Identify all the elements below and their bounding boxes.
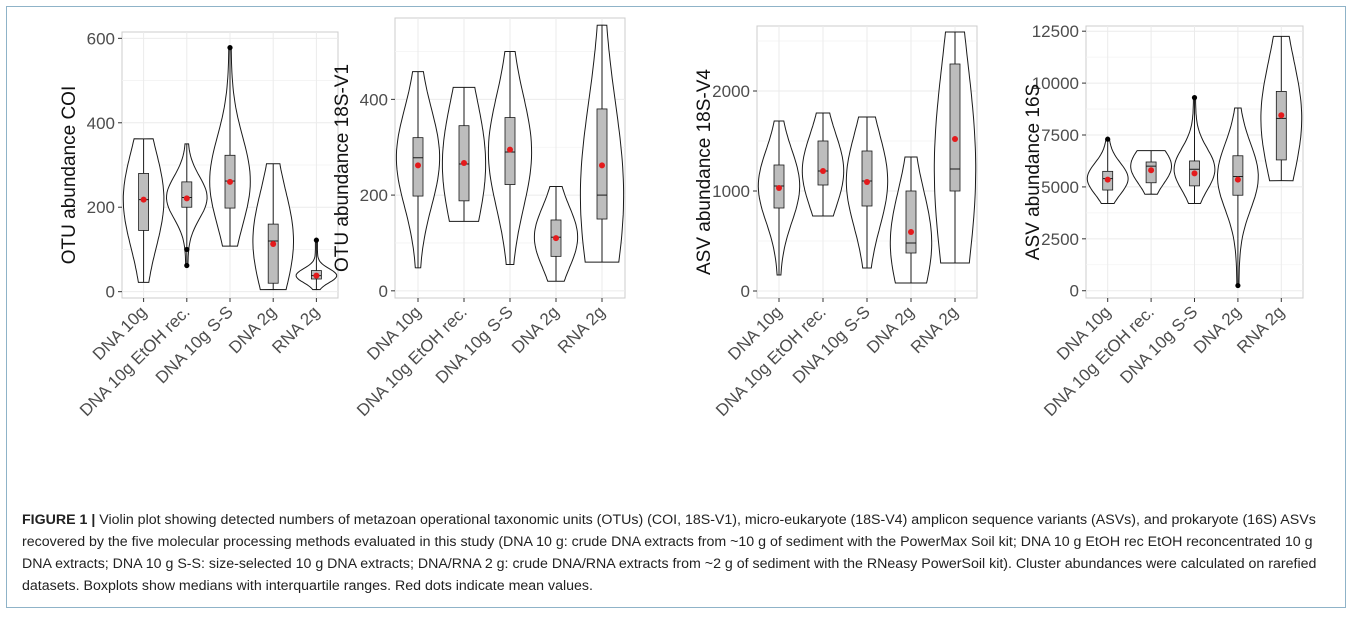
y-axis-label: ASV abundance 16S xyxy=(1023,84,1044,260)
figure-frame xyxy=(6,6,1346,608)
mean-point xyxy=(461,160,467,167)
y-tick-label: 400 xyxy=(87,114,115,133)
mean-point xyxy=(776,185,782,191)
iqr-box xyxy=(181,181,193,208)
y-tick-label: 600 xyxy=(87,29,115,48)
y-tick-label: 12500 xyxy=(1032,22,1079,41)
outlier-point xyxy=(1191,95,1198,101)
y-tick-label: 7500 xyxy=(1041,126,1079,145)
mean-point xyxy=(313,272,320,279)
y-tick-label: 2500 xyxy=(1041,230,1079,249)
x-tick-label: RNA 2g xyxy=(907,302,962,357)
iqr-box xyxy=(1275,91,1287,161)
mean-point xyxy=(1148,167,1155,174)
x-tick-label: RNA 2g xyxy=(1233,302,1288,357)
mean-point xyxy=(227,178,233,185)
outlier-point xyxy=(184,246,190,253)
mean-point xyxy=(553,235,559,242)
figure-caption: FIGURE 1 | Violin plot showing detected … xyxy=(22,509,1332,597)
iqr-box xyxy=(267,223,279,284)
outlier-point xyxy=(227,45,233,51)
mean-point xyxy=(415,162,421,169)
iqr-box xyxy=(817,140,829,186)
y-axis-label: OTU abundance COI xyxy=(59,86,80,264)
mean-point xyxy=(599,162,605,169)
mean-point xyxy=(507,146,513,153)
mean-point xyxy=(140,196,147,203)
mean-point xyxy=(908,229,914,235)
y-tick-label: 0 xyxy=(106,283,115,302)
caption-label: FIGURE 1 | xyxy=(22,512,96,528)
y-tick-label: 0 xyxy=(1070,282,1079,301)
x-tick-label: RNA 2g xyxy=(268,302,323,357)
y-tick-label: 0 xyxy=(379,282,388,301)
mean-point xyxy=(1104,176,1111,183)
outlier-point xyxy=(1105,136,1111,142)
y-axis-label: ASV abundance 18S-V4 xyxy=(694,69,715,275)
y-axis-label: OTU abundance 18S-V1 xyxy=(332,64,353,272)
y-tick-label: 10000 xyxy=(1032,74,1079,93)
mean-point xyxy=(820,168,826,174)
x-tick-label: DNA 10g S-S xyxy=(1116,302,1201,387)
outlier-point xyxy=(1235,282,1241,289)
iqr-box xyxy=(1232,155,1244,196)
y-tick-label: 200 xyxy=(360,186,388,205)
iqr-box xyxy=(949,63,961,192)
outlier-point xyxy=(313,237,319,243)
chart-panel-4: 0 2500 5000 7500 10000 12500 ASV abundance 16S… xyxy=(1023,22,1304,420)
x-tick-label: DNA 2g xyxy=(508,302,563,357)
mean-point xyxy=(1234,176,1241,183)
outlier-point xyxy=(184,262,190,269)
x-tick-label: DNA 2g xyxy=(1190,302,1245,357)
y-tick-label: 400 xyxy=(360,90,388,109)
y-tick-label: 0 xyxy=(741,282,750,301)
mean-point xyxy=(270,240,277,247)
mean-point xyxy=(1278,112,1285,119)
y-tick-label: 2000 xyxy=(712,82,750,101)
mean-point xyxy=(952,136,958,142)
y-tick-label: 200 xyxy=(87,198,115,217)
x-tick-label: DNA 2g xyxy=(225,302,280,357)
x-tick-label: RNA 2g xyxy=(554,302,609,357)
x-tick-label: DNA 2g xyxy=(863,302,918,357)
caption-text: Violin plot showing detected numbers of … xyxy=(22,512,1317,594)
mean-point xyxy=(864,179,870,185)
y-tick-label: 1000 xyxy=(712,182,750,201)
iqr-box xyxy=(861,150,873,207)
x-tick-label: DNA 10g S-S xyxy=(789,302,874,387)
mean-point xyxy=(183,195,190,202)
x-tick-label: DNA 10g S-S xyxy=(152,302,237,387)
y-tick-label: 5000 xyxy=(1041,178,1079,197)
mean-point xyxy=(1191,170,1198,177)
iqr-box xyxy=(905,190,917,254)
